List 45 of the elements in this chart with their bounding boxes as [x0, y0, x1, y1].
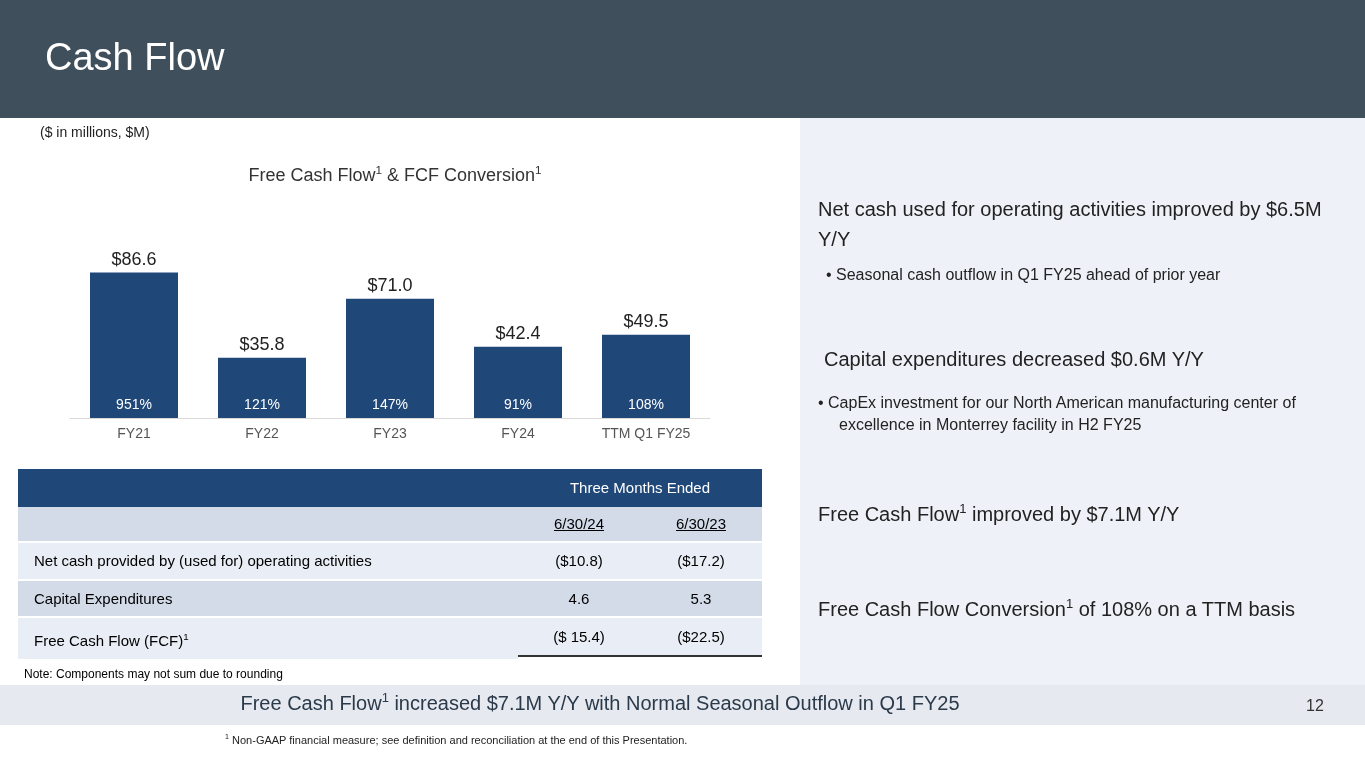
data-label: $86.6 [111, 248, 157, 269]
text: 5.3 [640, 581, 762, 616]
text: Net cash provided by (used for) operating activities [18, 543, 518, 579]
data-label: $35.8 [239, 333, 285, 354]
chart-subtitle: ($ in millions, $M) [40, 124, 150, 140]
text: ($10.8) [518, 543, 640, 579]
text: 6/30/23 [640, 507, 762, 541]
text: Free Cash Flow$^{1}$ increased $7.1M Y/Y with Normal Seasonal Outflow in Q1 FY25 [239, 690, 961, 716]
annotation: 91% [503, 396, 533, 412]
text: ($22.5) [640, 618, 762, 657]
x-tick-label: TTM Q1 FY25 [601, 425, 691, 441]
bar [602, 334, 690, 418]
annotation: 121% [244, 396, 280, 412]
text: 12 [1305, 697, 1325, 716]
annotation: 108% [628, 396, 664, 412]
x-tick-label: FY24 [501, 425, 535, 441]
chart-title: Cash Flow [45, 36, 225, 79]
bar [474, 346, 562, 418]
text: Free Cash Flow Conversion$^{1}$ of 108% on a TTM basis [818, 595, 1297, 622]
text: ($17.2) [640, 543, 762, 579]
text: Free Cash Flow$^{1}$ improved by $7.1M Y/Y [818, 501, 1181, 527]
x-tick-label: FY22 [245, 425, 279, 441]
text: ($ 15.4) [518, 618, 640, 657]
bar [346, 298, 434, 418]
x-tick-label: FY23 [373, 425, 407, 441]
text: $^{1}$ Non-GAAP financial measure; see definition and reconciliation at the end of this Presentation. [225, 733, 689, 748]
text: Free Cash Flow (FCF)$^{1}$ [18, 618, 518, 659]
bar [218, 357, 306, 418]
data-label: $49.5 [623, 310, 669, 331]
text: Capital expenditures decreased $0.6M Y/Y [824, 348, 1205, 372]
annotation: 951% [116, 396, 152, 412]
text: Note: Components may not sum due to rounding [24, 667, 284, 683]
x-tick-label: FY21 [117, 425, 151, 441]
data-label: $42.4 [495, 322, 541, 343]
bar [90, 272, 178, 418]
text: • Seasonal cash outflow in Q1 FY25 ahead of prior year [826, 266, 1222, 285]
text: Three Months Ended [18, 469, 762, 507]
data-label: $71.0 [367, 274, 413, 295]
text: Free Cash Flow$^{1}$ & FCF Conversion$^{1}$ [247, 163, 543, 187]
text: Capital Expenditures [18, 581, 518, 616]
text: 4.6 [518, 581, 640, 616]
text: 6/30/24 [18, 507, 640, 541]
annotation: 147% [372, 396, 408, 412]
text: • CapEx investment for our North American manufacturing center of excellence in Monterrey facility in H2 FY25 [818, 393, 1297, 435]
text: Net cash used for operating activities improved by $6.5M Y/Y [818, 197, 1323, 252]
